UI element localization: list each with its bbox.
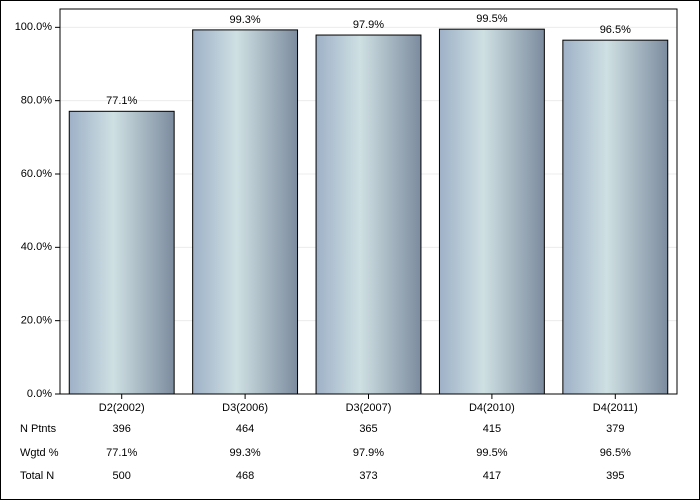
table-cell: 99.3% [229,447,260,459]
table-cell: 417 [483,470,501,482]
table-cell: 99.5% [476,447,507,459]
bar [438,28,545,395]
table-cell: 468 [236,470,254,482]
x-tick-label: D3(2007) [346,402,392,414]
table-cell: 415 [483,423,501,435]
bar [315,34,422,395]
x-tick-label: D2(2002) [99,402,145,414]
table-cell: 379 [606,423,624,435]
table-cell: 396 [113,423,131,435]
y-tick-label: 40.0% [21,241,52,253]
table-cell: 97.9% [353,447,384,459]
y-tick-label: 60.0% [21,168,52,180]
y-tick-label: 20.0% [21,315,52,327]
table-cell: 77.1% [106,447,137,459]
table-cell: 96.5% [600,447,631,459]
bar [192,29,299,395]
table-cell: 365 [359,423,377,435]
y-tick-label: 0.0% [27,388,52,400]
value-label: 96.5% [600,24,631,36]
value-label: 99.5% [476,13,507,25]
x-tick-label: D3(2006) [222,402,268,414]
value-label: 99.3% [229,14,260,26]
x-tick-label: D4(2010) [469,402,515,414]
y-tick-label: 80.0% [21,95,52,107]
y-tick-label: 100.0% [15,21,53,33]
value-label: 77.1% [106,95,137,107]
x-tick-label: D4(2011) [593,402,638,414]
table-row-label: Wgtd % [20,447,59,459]
table-cell: 395 [606,470,624,482]
table-cell: 464 [236,423,254,435]
table-cell: 500 [113,470,131,482]
table-row-label: Total N [20,470,54,482]
bar [68,110,175,395]
table-row-label: N Ptnts [20,423,57,435]
table-cell: 373 [359,470,377,482]
value-label: 97.9% [353,19,384,31]
bar [562,39,669,395]
